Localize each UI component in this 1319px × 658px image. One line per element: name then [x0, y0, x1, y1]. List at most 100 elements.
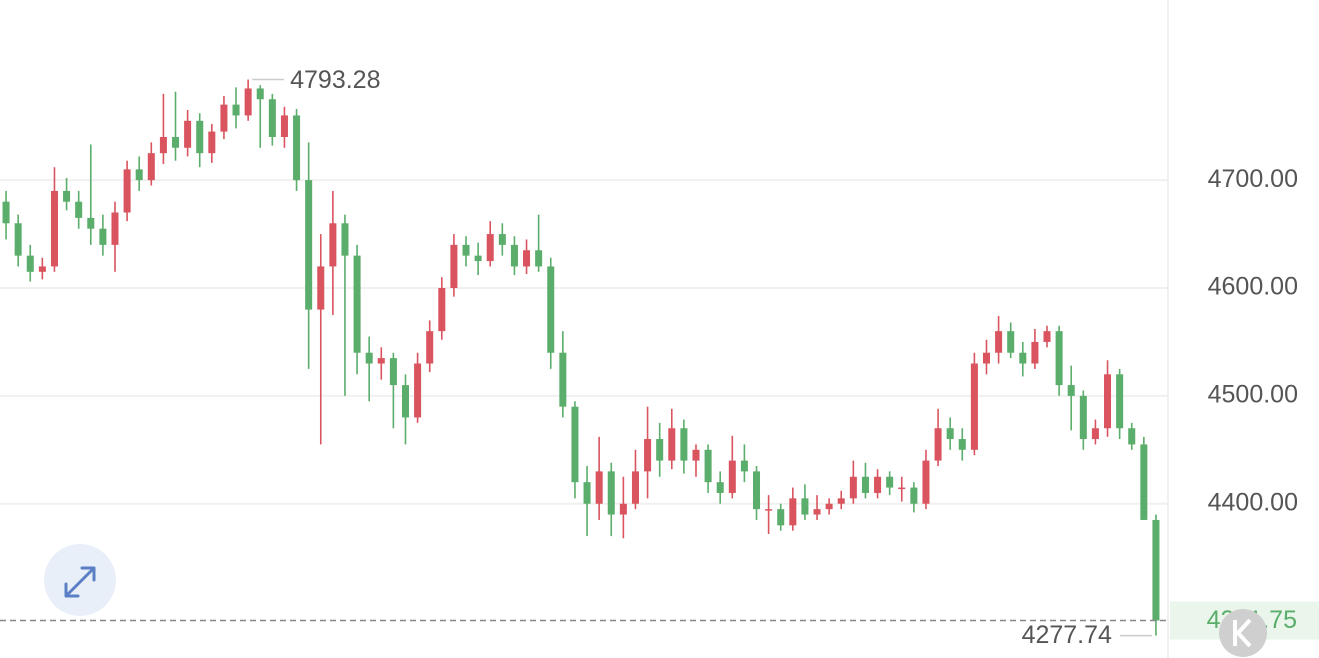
- candle-body: [583, 482, 591, 504]
- candle-body: [874, 476, 882, 493]
- candle-body: [486, 234, 494, 262]
- candle-body: [99, 228, 107, 245]
- candle-body: [329, 223, 337, 267]
- candle-body: [159, 136, 167, 154]
- candle-body: [1019, 352, 1027, 364]
- candle-body: [813, 509, 821, 515]
- candle-body: [1067, 385, 1075, 396]
- y-tick-label: 4700.00: [1208, 165, 1298, 193]
- candle-body: [353, 255, 361, 353]
- candle-body: [2, 201, 10, 224]
- candle-body: [377, 358, 385, 364]
- y-tick-label: 4500.00: [1208, 380, 1298, 408]
- candle-body: [753, 471, 761, 510]
- candle-body: [1152, 519, 1160, 621]
- candle-body: [268, 99, 276, 137]
- candle-body: [280, 115, 288, 137]
- candle-body: [87, 217, 95, 229]
- candle-body: [220, 104, 228, 132]
- low-label: 4277.74: [1022, 621, 1112, 649]
- candle-body: [147, 153, 155, 181]
- candle-body: [801, 498, 809, 515]
- candle-body: [765, 509, 773, 511]
- high-label: 4793.28: [290, 66, 380, 94]
- candle-body: [38, 266, 46, 272]
- candle-body: [849, 476, 857, 499]
- candle-body: [365, 352, 373, 364]
- candle-body: [995, 331, 1003, 353]
- candle-body: [607, 471, 615, 515]
- candle-body: [535, 250, 543, 267]
- candle-body: [946, 428, 954, 440]
- candle-body: [256, 88, 264, 100]
- candle-body: [232, 104, 240, 116]
- candle-body: [861, 476, 869, 493]
- candle-body: [462, 244, 470, 256]
- candle-body: [14, 223, 22, 256]
- candle-body: [837, 498, 845, 504]
- candle-body: [740, 460, 748, 472]
- candle-body: [63, 190, 71, 202]
- expand-button[interactable]: [44, 544, 116, 616]
- candle-body: [389, 358, 397, 386]
- candle-body: [184, 120, 192, 148]
- candle-body: [510, 244, 518, 267]
- candle-body: [656, 439, 664, 461]
- candle-body: [825, 503, 833, 510]
- candle-body: [50, 190, 58, 267]
- candle-body: [208, 131, 216, 154]
- logo-bg: [1219, 609, 1267, 657]
- candle-body: [438, 288, 446, 332]
- candle-body: [1031, 341, 1039, 364]
- candle-body: [75, 201, 83, 218]
- candle-body: [970, 363, 978, 450]
- candle-body: [898, 487, 906, 490]
- candle-body: [619, 503, 627, 515]
- candle-body: [123, 169, 131, 213]
- candle-body: [196, 120, 204, 154]
- candle-body: [172, 136, 180, 148]
- candle-body: [1104, 374, 1112, 429]
- candle-body: [135, 169, 143, 181]
- candle-body: [305, 180, 313, 310]
- candle-body: [26, 255, 34, 272]
- candle-body: [401, 385, 409, 418]
- candle-body: [1055, 331, 1063, 386]
- candle-body: [341, 223, 349, 256]
- candle-body: [982, 352, 990, 364]
- candle-body: [680, 428, 688, 461]
- candle-body: [1116, 374, 1124, 429]
- candle-body: [631, 471, 639, 504]
- candle-body: [934, 428, 942, 461]
- candle-body: [910, 487, 918, 504]
- logo-icon: [1233, 618, 1252, 648]
- candle-body: [547, 266, 555, 353]
- candle-body: [293, 115, 301, 181]
- candle-body: [1091, 428, 1099, 440]
- candle-body: [595, 471, 603, 504]
- candle-body: [1043, 331, 1051, 342]
- logo-button[interactable]: [1219, 609, 1267, 657]
- y-tick-label: 4400.00: [1208, 488, 1298, 516]
- candle-body: [1128, 428, 1136, 445]
- candle-body: [1140, 444, 1148, 520]
- candle-body: [1079, 395, 1087, 440]
- candle-body: [414, 363, 422, 418]
- candle-body: [426, 331, 434, 364]
- candle-body: [922, 460, 930, 504]
- candle-body: [716, 482, 724, 493]
- candle-body: [704, 449, 712, 483]
- candle-body: [1007, 331, 1015, 353]
- candle-body: [523, 250, 531, 267]
- candle-body: [450, 244, 458, 289]
- candle-body: [111, 212, 119, 245]
- candle-body: [317, 266, 325, 310]
- candle-body: [886, 476, 894, 488]
- candle-body: [571, 406, 579, 483]
- candle-body: [777, 509, 785, 526]
- expand-icon: [64, 566, 96, 598]
- candle-body: [498, 234, 506, 245]
- candle-body: [474, 255, 482, 262]
- candle-body: [789, 498, 797, 526]
